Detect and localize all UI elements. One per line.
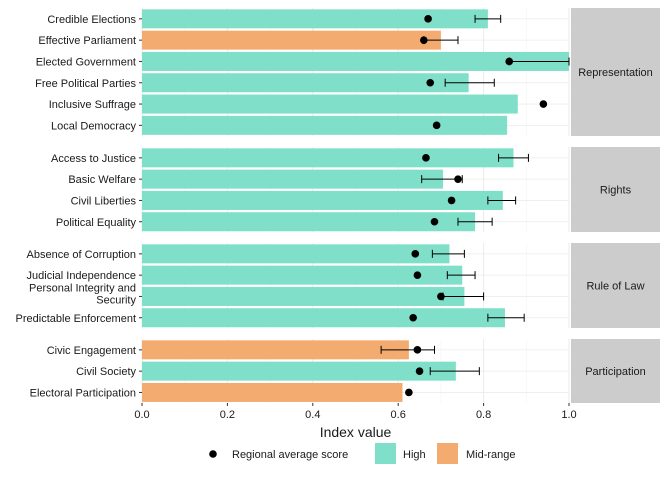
bar — [142, 94, 518, 114]
legend-point-key — [209, 450, 217, 458]
y-tick-label: Local Democracy — [51, 120, 136, 132]
bar — [142, 190, 503, 210]
x-tick-label: 0.8 — [476, 409, 491, 421]
facet-strip-label: Rule of Law — [586, 281, 644, 293]
bar — [142, 361, 456, 381]
bar — [142, 51, 569, 71]
legend-point-label: Regional average score — [232, 449, 348, 461]
y-tick-label: Electoral Participation — [30, 387, 136, 399]
regional-average-point — [415, 367, 424, 375]
regional-average-point — [409, 313, 417, 322]
regional-average-point — [426, 78, 435, 87]
bar — [142, 265, 463, 285]
regional-average-point — [505, 57, 514, 66]
regional-average-point — [413, 346, 422, 354]
bar — [142, 286, 465, 306]
y-tick-label: Civil Society — [76, 366, 136, 378]
bar — [142, 382, 403, 402]
facet-strip — [571, 339, 660, 403]
y-tick-label: Civil Liberties — [71, 195, 137, 207]
y-tick-label: Effective Parliament — [38, 35, 136, 47]
y-tick-label: Free Political Parties — [35, 78, 136, 90]
bar — [142, 308, 505, 328]
y-tick-label: Predictable Enforcement — [16, 313, 136, 325]
facet-strip — [571, 8, 660, 136]
regional-average-point — [411, 250, 420, 258]
y-tick-label: Inclusive Suffrage — [49, 99, 136, 111]
x-axis-title: Index value — [320, 424, 392, 440]
bar — [142, 148, 514, 168]
y-tick-label: Basic Welfare — [68, 174, 136, 186]
regional-average-point — [405, 388, 413, 397]
legend-fill-key — [375, 443, 396, 464]
facet-strip-label: Rights — [600, 185, 632, 197]
y-tick-label: Absence of Corruption — [27, 249, 136, 261]
regional-average-point — [424, 15, 432, 23]
regional-average-point — [447, 196, 456, 205]
facet-strip — [571, 147, 660, 232]
bar — [142, 30, 441, 50]
regional-average-point — [454, 175, 462, 183]
y-tick-label: Elected Government — [36, 56, 136, 68]
facet-strip-label: Participation — [585, 366, 646, 378]
y-tick-label: Credible Elections — [47, 14, 136, 26]
bar — [142, 244, 450, 264]
x-tick-label: 0.0 — [134, 409, 149, 421]
regional-average-point — [437, 292, 445, 301]
y-tick-label: Personal Integrity and — [29, 282, 136, 294]
bar — [142, 115, 508, 135]
y-tick-label: Access to Justice — [51, 153, 136, 165]
legend-fill-label: High — [403, 449, 426, 461]
regional-average-point — [432, 121, 441, 130]
regional-average-point — [430, 217, 439, 226]
x-tick-label: 0.4 — [305, 409, 320, 421]
y-tick-label: Political Equality — [56, 217, 137, 229]
y-tick-label: Civic Engagement — [47, 345, 136, 357]
legend-fill-label: Mid-range — [466, 449, 516, 461]
bar — [142, 73, 469, 93]
facet-strip-label: Representation — [578, 67, 653, 79]
regional-average-point — [422, 154, 430, 162]
regional-average-point — [420, 36, 428, 44]
regional-average-point — [413, 271, 422, 279]
x-tick-label: 0.2 — [220, 409, 235, 421]
x-tick-label: 1.0 — [561, 409, 576, 421]
legend-fill-key — [437, 443, 458, 464]
bar — [142, 212, 476, 232]
y-tick-label: Judicial Independence — [27, 270, 136, 282]
y-tick-label: Security — [96, 294, 136, 306]
x-tick-label: 0.6 — [391, 409, 406, 421]
facet-strip — [571, 243, 660, 328]
bar — [142, 169, 444, 189]
bar — [142, 9, 488, 29]
regional-average-point — [539, 100, 548, 108]
bar — [142, 340, 409, 360]
